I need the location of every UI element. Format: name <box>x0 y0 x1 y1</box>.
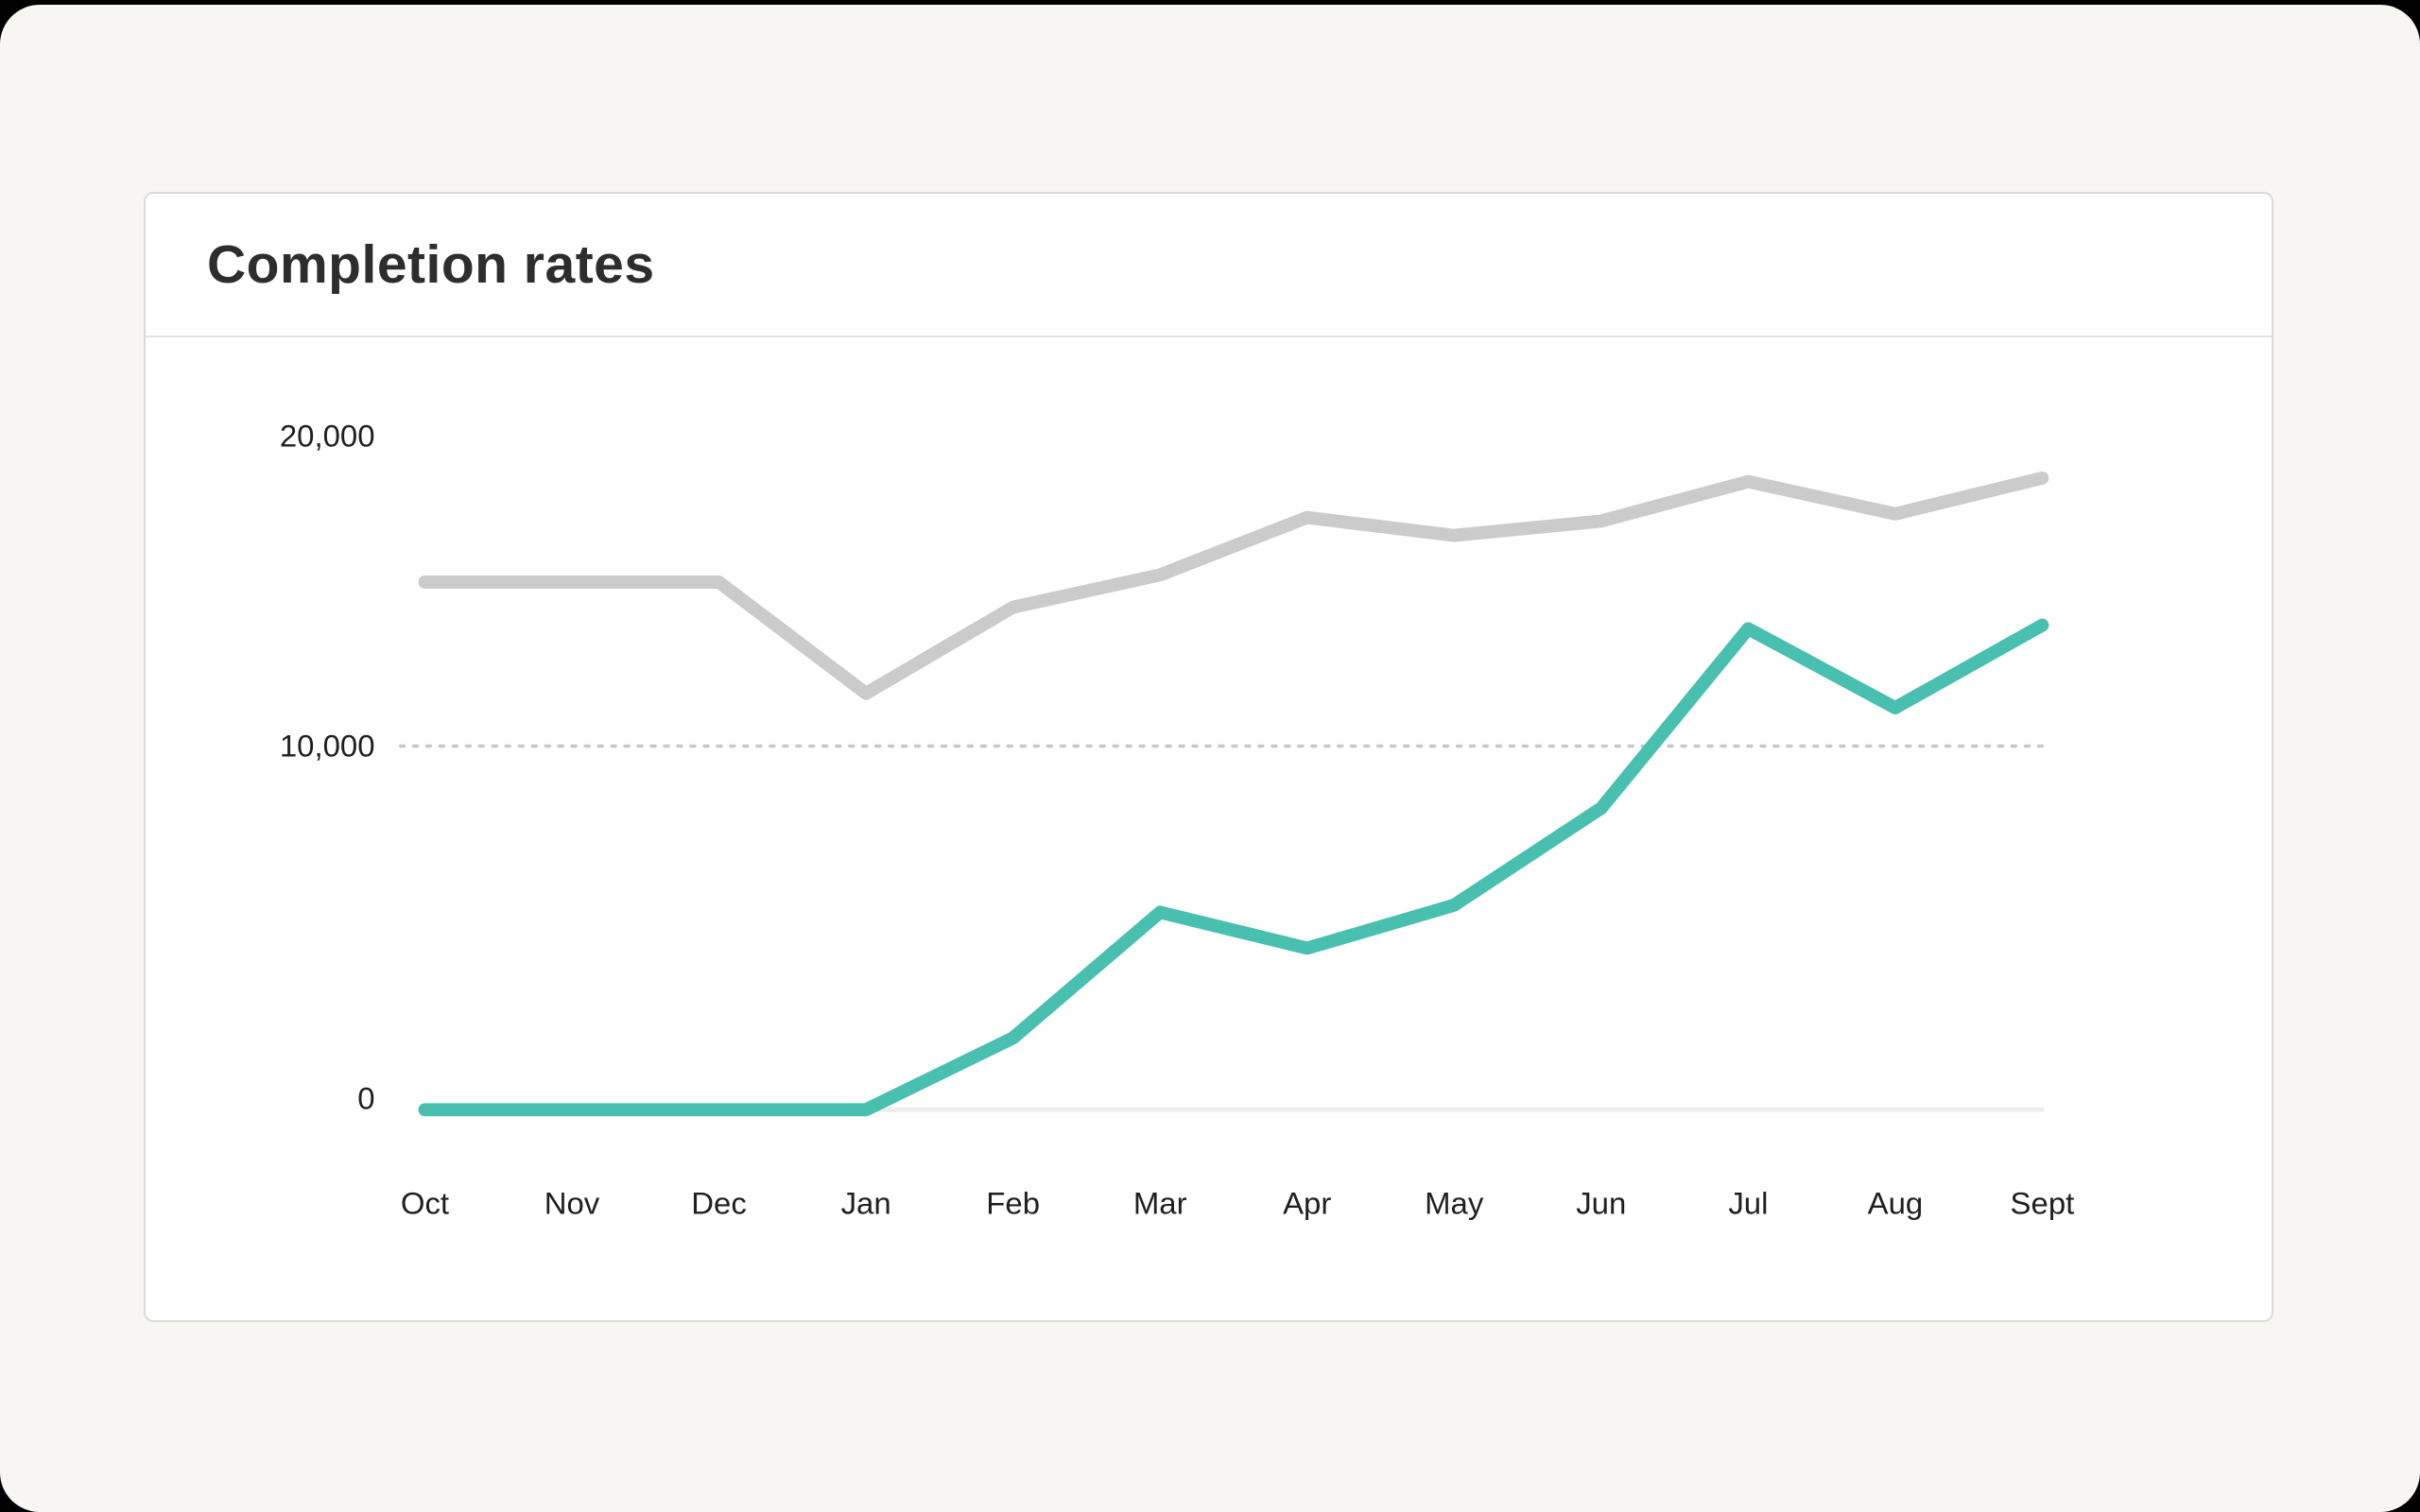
x-tick-oct: Oct <box>401 1186 449 1221</box>
x-tick-jan: Jan <box>841 1186 891 1221</box>
x-tick-mar: Mar <box>1133 1186 1187 1221</box>
y-tick-0: 0 <box>357 1080 374 1115</box>
x-tick-jun: Jun <box>1576 1186 1626 1221</box>
y-tick-10000: 10,000 <box>280 729 375 764</box>
x-axis-labels: Oct Nov Dec Jan Feb Mar Apr May Jun Jul Aug Sept <box>401 1186 2074 1221</box>
page-title: Completion rates <box>207 234 655 295</box>
completion-rates-chart: 20,000 10,000 0 Oct Nov Dec Jan Feb Mar Apr May… <box>280 418 2074 1221</box>
line-series-teal <box>418 618 2049 1117</box>
screen-background: Completion rates 20,000 10,000 0 Oct Nov D <box>0 5 2420 1512</box>
x-tick-apr: Apr <box>1283 1186 1331 1221</box>
x-tick-may: May <box>1425 1186 1484 1221</box>
x-tick-feb: Feb <box>986 1186 1040 1221</box>
x-tick-dec: Dec <box>691 1186 747 1221</box>
y-axis-labels: 20,000 10,000 0 <box>280 418 375 1115</box>
x-tick-nov: Nov <box>544 1186 600 1221</box>
chart-area: 20,000 10,000 0 Oct Nov Dec Jan Feb Mar Apr May… <box>146 339 2272 1320</box>
x-tick-aug: Aug <box>1868 1186 1924 1221</box>
x-tick-sept: Sept <box>2011 1186 2075 1221</box>
card-header: Completion rates <box>146 194 2272 337</box>
line-series-gray <box>418 471 2049 700</box>
y-tick-20000: 20,000 <box>280 418 375 453</box>
completion-rates-card: Completion rates 20,000 10,000 0 Oct Nov D <box>144 192 2273 1322</box>
x-tick-jul: Jul <box>1728 1186 1768 1221</box>
